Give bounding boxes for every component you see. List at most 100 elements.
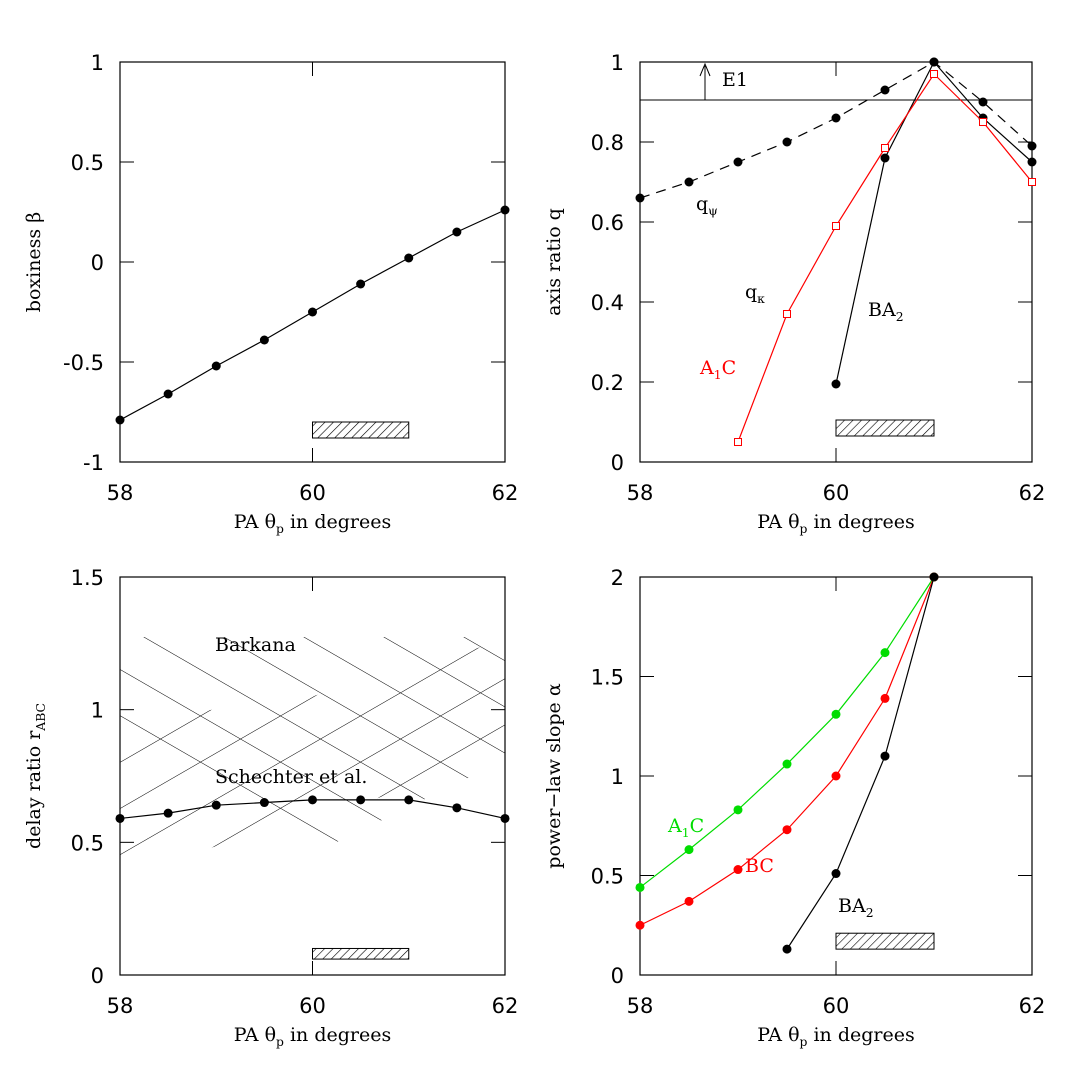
- marker: [929, 57, 939, 67]
- marker: [163, 808, 173, 818]
- marker: [452, 227, 462, 237]
- marker: [163, 389, 173, 399]
- x-tick-label: 58: [107, 481, 134, 505]
- series-line: [639, 576, 935, 926]
- annotation-main: BC: [745, 855, 774, 877]
- x-axis-label-main: PA θ: [757, 511, 799, 533]
- hatched-box: [835, 932, 935, 950]
- marker: [832, 222, 840, 230]
- y-axis-label-sub: ABC: [34, 703, 48, 732]
- annotation: BA2: [868, 299, 904, 324]
- annotation-sub: 1: [714, 368, 722, 382]
- x-tick-label: 58: [627, 481, 654, 505]
- annotation-main: A: [667, 815, 682, 837]
- marker: [404, 795, 414, 805]
- y-tick-label: 0.5: [591, 865, 624, 889]
- series-line: [639, 61, 1033, 199]
- series-line: [835, 60, 1033, 385]
- annotation: E1: [722, 69, 748, 91]
- marker: [881, 144, 889, 152]
- y-axis-label: boxiness β: [23, 212, 45, 312]
- x-tick-label: 62: [492, 994, 519, 1018]
- x-axis-label: PA θp in degrees: [234, 1024, 391, 1049]
- y-axis-label-main: axis ratio q: [543, 208, 565, 316]
- y-tick-label: 1: [611, 51, 624, 75]
- y-tick-label: 0: [611, 964, 624, 988]
- x-tick-label: 60: [823, 994, 850, 1018]
- marker: [783, 310, 791, 318]
- y-tick-label: 0.5: [71, 151, 104, 175]
- marker: [880, 153, 890, 163]
- x-axis-label: PA θp in degrees: [757, 1024, 914, 1049]
- annotation: A1C: [667, 815, 704, 840]
- y-tick-label: 1: [91, 699, 104, 723]
- marker: [978, 97, 988, 107]
- marker: [929, 572, 939, 582]
- marker: [115, 415, 125, 425]
- annotation-after: C: [722, 357, 737, 379]
- y-tick-label: 1.5: [71, 566, 104, 590]
- marker: [831, 709, 841, 719]
- x-axis-label-sub: p: [276, 522, 284, 536]
- annotation-sub: ψ: [708, 204, 718, 218]
- x-axis-label-after: in degrees: [284, 511, 391, 533]
- annotation-main: A: [699, 357, 714, 379]
- marker: [500, 813, 510, 823]
- series-group: [635, 572, 939, 954]
- x-axis-label-main: PA θ: [234, 511, 276, 533]
- marker: [635, 193, 645, 203]
- marker: [684, 177, 694, 187]
- y-tick-label: 0.5: [71, 831, 104, 855]
- x-tick-label: 60: [823, 481, 850, 505]
- x-axis-label-after: in degrees: [284, 1024, 391, 1046]
- y-tick-label: 0.4: [591, 291, 624, 315]
- marker: [1027, 157, 1037, 167]
- marker: [356, 795, 366, 805]
- hatched-box: [312, 421, 410, 439]
- marker: [831, 869, 841, 879]
- marker: [880, 85, 890, 95]
- arrow: [699, 62, 711, 100]
- annotation: qκ: [745, 281, 765, 306]
- marker: [308, 795, 317, 805]
- marker: [259, 335, 269, 345]
- annotation-main: Barkana: [215, 634, 296, 656]
- y-tick-label: 0.2: [591, 371, 624, 395]
- marker: [211, 800, 221, 810]
- x-tick-label: 62: [1019, 481, 1046, 505]
- annotation-sub: 2: [866, 906, 874, 920]
- marker: [115, 813, 125, 823]
- y-tick-label: -1: [83, 451, 104, 475]
- hatched-regions: [120, 637, 505, 866]
- y-tick-label: 0: [611, 451, 624, 475]
- marker: [782, 825, 792, 835]
- annotation-main: BA: [868, 299, 896, 321]
- x-axis-label-after: in degrees: [807, 1024, 914, 1046]
- annotation-sub: 1: [682, 826, 690, 840]
- marker: [1028, 178, 1036, 186]
- x-tick-label: 58: [627, 994, 654, 1018]
- annotation: BC: [745, 855, 774, 877]
- y-axis-label: axis ratio q: [543, 208, 565, 316]
- marker: [782, 137, 792, 147]
- y-axis-label-main: boxiness β: [23, 212, 45, 312]
- plot-frame: [119, 61, 506, 463]
- y-tick-label: -0.5: [63, 351, 104, 375]
- x-tick-label: 60: [299, 481, 326, 505]
- y-axis-label-main: power−law slope α: [543, 683, 565, 869]
- marker: [1027, 141, 1037, 151]
- series-group: [115, 795, 510, 823]
- y-axis-label-main: delay ratio r: [23, 730, 45, 849]
- y-tick-label: 0: [91, 964, 104, 988]
- series-line: [639, 576, 935, 888]
- annotation-sub: κ: [757, 292, 765, 306]
- x-tick-label: 62: [492, 481, 519, 505]
- annotation-main: q: [696, 193, 708, 215]
- y-axis-label: power−law slope α: [543, 683, 565, 869]
- annotation-after: C: [690, 815, 705, 837]
- annotation-main: BA: [838, 895, 866, 917]
- series-group: [635, 57, 1037, 446]
- y-tick-label: 1: [611, 765, 624, 789]
- series-line: [737, 73, 1033, 443]
